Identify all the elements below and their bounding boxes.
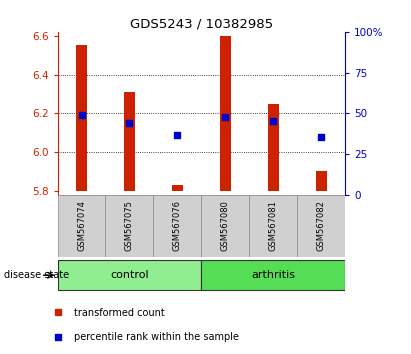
Text: arthritis: arthritis xyxy=(251,269,296,280)
Point xyxy=(126,120,133,126)
Text: disease state: disease state xyxy=(4,270,69,280)
Bar xyxy=(249,195,297,257)
Bar xyxy=(201,195,249,257)
Point xyxy=(174,132,181,137)
Point xyxy=(55,309,62,315)
Bar xyxy=(201,260,345,290)
Point xyxy=(78,112,85,118)
Bar xyxy=(268,104,279,191)
Text: GSM567081: GSM567081 xyxy=(269,200,278,251)
Point xyxy=(55,334,62,340)
Point xyxy=(222,114,229,120)
Bar xyxy=(124,92,135,191)
Bar xyxy=(297,195,345,257)
Text: percentile rank within the sample: percentile rank within the sample xyxy=(74,332,239,342)
Text: GSM567080: GSM567080 xyxy=(221,200,230,251)
Bar xyxy=(76,45,87,191)
Bar xyxy=(316,171,326,191)
Title: GDS5243 / 10382985: GDS5243 / 10382985 xyxy=(130,18,273,31)
Text: GSM567076: GSM567076 xyxy=(173,200,182,251)
Point xyxy=(318,134,325,139)
Bar xyxy=(58,195,106,257)
Text: GSM567074: GSM567074 xyxy=(77,200,86,251)
Text: GSM567082: GSM567082 xyxy=(317,200,326,251)
Bar xyxy=(172,185,182,191)
Bar xyxy=(153,195,201,257)
Bar xyxy=(220,36,231,191)
Text: GSM567075: GSM567075 xyxy=(125,200,134,251)
Bar xyxy=(106,195,153,257)
Bar xyxy=(58,260,201,290)
Text: transformed count: transformed count xyxy=(74,308,165,318)
Point xyxy=(270,118,277,124)
Text: control: control xyxy=(110,269,149,280)
